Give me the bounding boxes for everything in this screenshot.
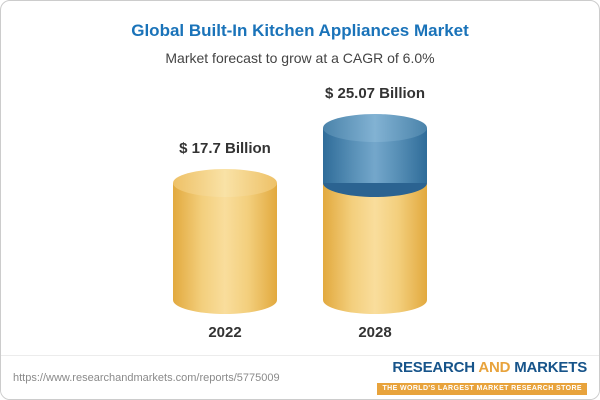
chart-title: Global Built-In Kitchen Appliances Marke… [131, 21, 469, 40]
bar-segment-2028-base [323, 183, 427, 314]
bar-chart: $ 17.7 Billion 2022 $ 25.07 Billion 2028 [1, 85, 599, 341]
logo-wordmark: RESEARCH AND MARKETS [377, 360, 587, 377]
bar-group-2028: $ 25.07 Billion 2028 [323, 85, 427, 341]
logo-tagline: THE WORLD'S LARGEST MARKET RESEARCH STOR… [377, 382, 587, 395]
chart-subtitle: Market forecast to grow at a CAGR of 6.0… [165, 50, 435, 66]
bar-top-ellipse-2028 [323, 114, 427, 142]
logo-word-markets: MARKETS [514, 359, 587, 377]
category-label-2028: 2028 [358, 324, 392, 341]
bar-segment-2022-base [173, 183, 277, 314]
bar-top-ellipse-2022 [173, 169, 277, 197]
cylinder-bar-2028 [323, 114, 427, 314]
category-label-2022: 2022 [208, 324, 242, 341]
bar-group-2022: $ 17.7 Billion 2022 [173, 140, 277, 341]
report-url: https://www.researchandmarkets.com/repor… [13, 371, 280, 384]
footer: https://www.researchandmarkets.com/repor… [1, 355, 599, 399]
logo-word-research: RESEARCH [392, 359, 475, 377]
value-label-2028: $ 25.07 Billion [324, 85, 426, 102]
cylinder-bar-2022 [173, 169, 277, 314]
researchandmarkets-logo: RESEARCH AND MARKETS THE WORLD'S LARGEST… [377, 360, 587, 395]
value-label-2022: $ 17.7 Billion [179, 140, 271, 157]
logo-word-and: AND [478, 359, 511, 377]
